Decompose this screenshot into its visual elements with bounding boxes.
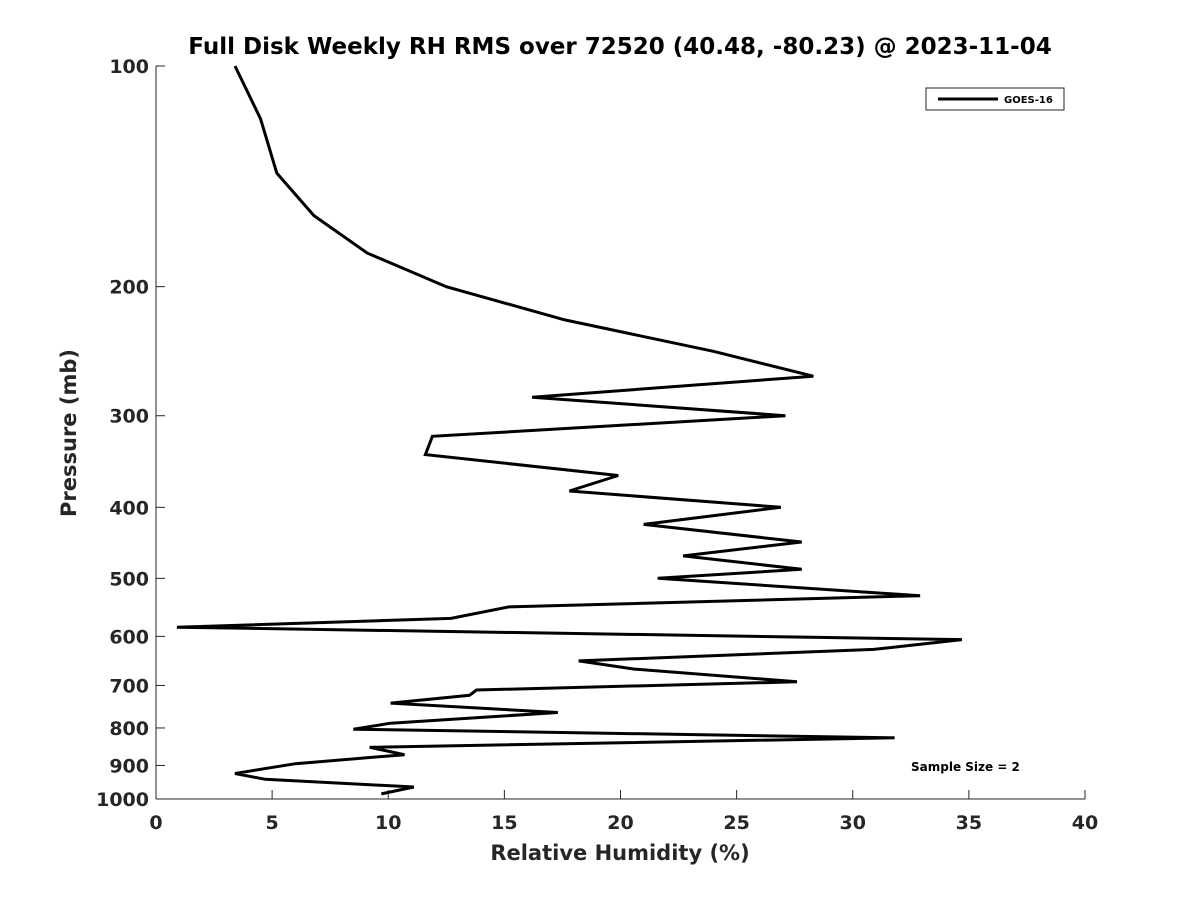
x-tick-label: 25 <box>723 812 749 834</box>
y-tick-label: 400 <box>109 497 149 519</box>
y-tick-label: 100 <box>109 56 149 78</box>
y-ticks: 100 200 300 400 500 600 700 800 900 1000 <box>96 56 165 811</box>
x-tick-label: 20 <box>607 812 633 834</box>
x-tick-label: 10 <box>375 812 401 834</box>
legend: GOES-16 <box>925 87 1065 111</box>
y-tick-label: 600 <box>109 626 149 648</box>
x-tick-label: 30 <box>840 812 866 834</box>
y-tick-label: 1000 <box>96 789 149 811</box>
x-tick-label: 15 <box>491 812 517 834</box>
chart-title: Full Disk Weekly RH RMS over 72520 (40.4… <box>188 34 1051 60</box>
y-tick-label: 800 <box>109 718 149 740</box>
y-tick-label: 500 <box>109 568 149 590</box>
y-tick-label: 900 <box>109 755 149 777</box>
x-tick-label: 35 <box>956 812 982 834</box>
y-tick-label: 700 <box>109 675 149 697</box>
x-tick-label: 5 <box>266 812 279 834</box>
legend-label: GOES-16 <box>1004 95 1053 106</box>
series-line-goes-16 <box>176 65 963 796</box>
x-tick-label: 0 <box>149 812 162 834</box>
x-axis-label: Relative Humidity (%) <box>490 841 749 865</box>
y-axis-label: Pressure (mb) <box>57 349 81 517</box>
y-tick-label: 300 <box>109 406 149 428</box>
y-tick-label: 200 <box>109 277 149 299</box>
x-tick-label: 40 <box>1072 812 1098 834</box>
sample-size-annotation: Sample Size = 2 <box>911 760 1020 774</box>
x-ticks: 0 5 10 15 20 25 30 35 40 <box>149 790 1098 834</box>
plot-axes <box>155 66 1085 800</box>
